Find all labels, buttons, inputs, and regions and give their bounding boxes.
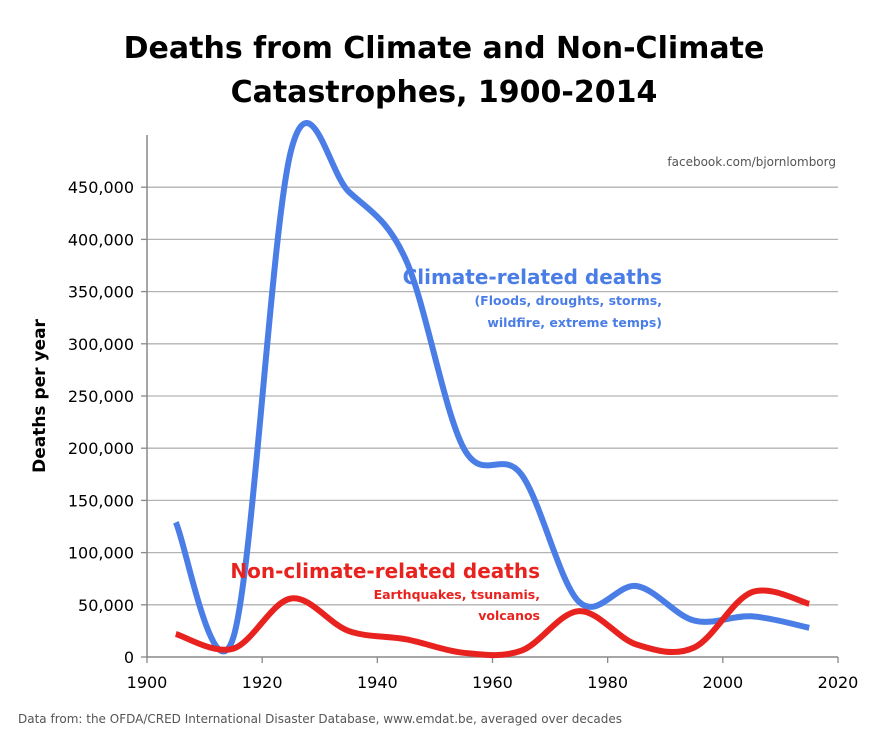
nonclimate-annotation-sub1: Earthquakes, tsunamis, <box>374 587 540 602</box>
y-tick-label: 200,000 <box>68 439 134 458</box>
y-tick-label: 350,000 <box>68 283 134 302</box>
y-tick-label: 100,000 <box>68 544 134 563</box>
nonclimate-annotation-title: Non-climate-related deaths <box>230 559 540 583</box>
y-axis-label: Deaths per year <box>30 318 50 472</box>
y-tick-label: 0 <box>124 648 134 667</box>
climate-annotation-sub2: wildfire, extreme temps) <box>487 315 662 330</box>
x-tick-label: 1980 <box>587 673 628 692</box>
x-tick-label: 1900 <box>127 673 168 692</box>
y-tick-label: 300,000 <box>68 335 134 354</box>
nonclimate-deaths-line <box>174 587 811 659</box>
x-tick-label: 2020 <box>818 673 859 692</box>
credit-text: facebook.com/bjornlomborg <box>667 155 836 169</box>
x-tick-label: 1920 <box>242 673 283 692</box>
y-tick-label: 450,000 <box>68 178 134 197</box>
climate-annotation-title: Climate-related deaths <box>403 265 662 289</box>
climate-annotation-sub1: (Floods, droughts, storms, <box>474 293 662 308</box>
y-tick-labels: 0 50,000 100,000 150,000 200,000 250,000 300,0… <box>68 178 134 667</box>
chart-title-line2: Catastrophes, 1900-2014 <box>231 75 658 110</box>
y-tick-label: 50,000 <box>78 596 134 615</box>
climate-deaths-line <box>173 120 810 655</box>
x-tick-label: 1940 <box>357 673 398 692</box>
y-tick-label: 250,000 <box>68 387 134 406</box>
x-tick-label: 2000 <box>702 673 743 692</box>
chart-title-line1: Deaths from Climate and Non-Climate <box>124 31 765 66</box>
series-lines <box>173 120 811 659</box>
y-tick-label: 400,000 <box>68 230 134 249</box>
x-tick-label: 1960 <box>472 673 513 692</box>
y-tick-label: 150,000 <box>68 491 134 510</box>
nonclimate-annotation-sub2: volcanos <box>478 608 540 623</box>
x-tick-labels: 1900 1920 1940 1960 1980 2000 2020 <box>127 673 859 692</box>
source-note: Data from: the OFDA/CRED International D… <box>18 712 622 726</box>
